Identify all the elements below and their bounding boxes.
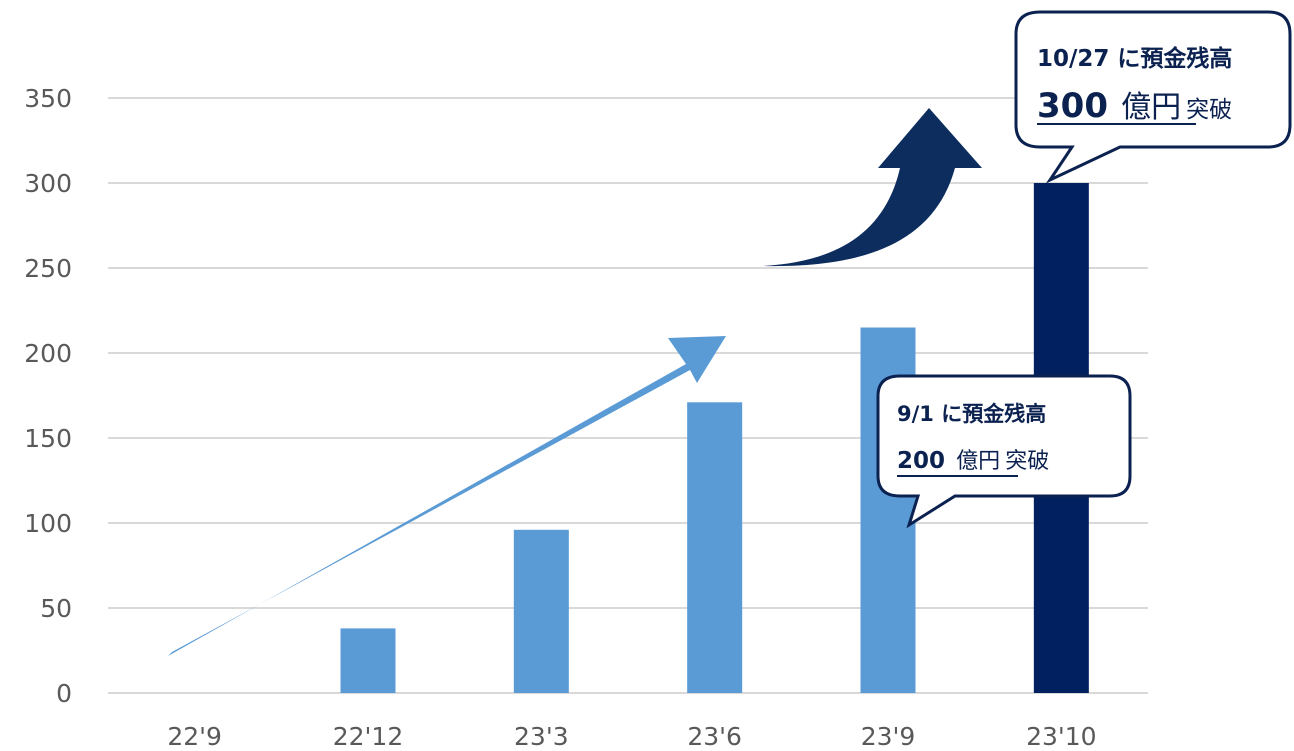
trend-arrow-icon [168,336,726,656]
y-tick-label: 200 [24,339,72,368]
callout-300-unit: 億円 [1121,90,1181,125]
callout-300: 10/27 に預金残高 300 億円 突破 [1014,10,1292,184]
callout-200-unit: 億円 [956,449,1000,474]
y-tick-label: 0 [56,679,72,708]
gridlines [108,97,1148,694]
bar-23'6 [687,402,743,693]
callout-300-bubble [1014,10,1292,184]
callout-200-line1: 9/1 に預金残高 [897,402,1046,426]
y-tick-label: 250 [24,254,72,283]
callout-200-amount: 200 [897,448,945,474]
y-axis-ticks: 0 50 100 150 200 250 300 350 [24,84,72,708]
y-tick-label: 100 [24,509,72,538]
callout-300-amount: 300 [1037,86,1108,126]
x-tick-label: 23'3 [514,722,569,751]
bar-22'12 [340,628,396,693]
callout-200-bubble [876,374,1132,529]
svg-text:10/27 に預金残高: 10/27 に預金残高 [1037,45,1232,72]
svg-text:300 億円 突破: 300 億円 突破 [1037,86,1232,126]
x-axis-ticks: 22'9 22'12 23'3 23'6 23'9 23'10 [167,722,1096,751]
svg-text:200 億円 突破: 200 億円 突破 [897,448,1049,474]
y-tick-label: 300 [24,169,72,198]
x-tick-label: 22'12 [333,722,404,751]
callout-300-line1: 10/27 に預金残高 [1037,45,1232,72]
svg-text:9/1 に預金残高: 9/1 に預金残高 [897,402,1046,426]
y-tick-label: 50 [40,594,72,623]
x-tick-label: 23'6 [687,722,742,751]
x-tick-label: 23'10 [1026,722,1097,751]
x-tick-label: 23'9 [861,722,916,751]
y-tick-label: 350 [24,84,72,113]
callout-300-suffix: 突破 [1186,97,1232,123]
bar-23'3 [513,529,569,693]
curved-up-arrow-icon [763,108,982,267]
callout-200: 9/1 に預金残高 200 億円 突破 [876,374,1132,529]
x-tick-label: 22'9 [167,722,222,751]
callout-200-suffix: 突破 [1005,449,1049,474]
y-tick-label: 150 [24,424,72,453]
